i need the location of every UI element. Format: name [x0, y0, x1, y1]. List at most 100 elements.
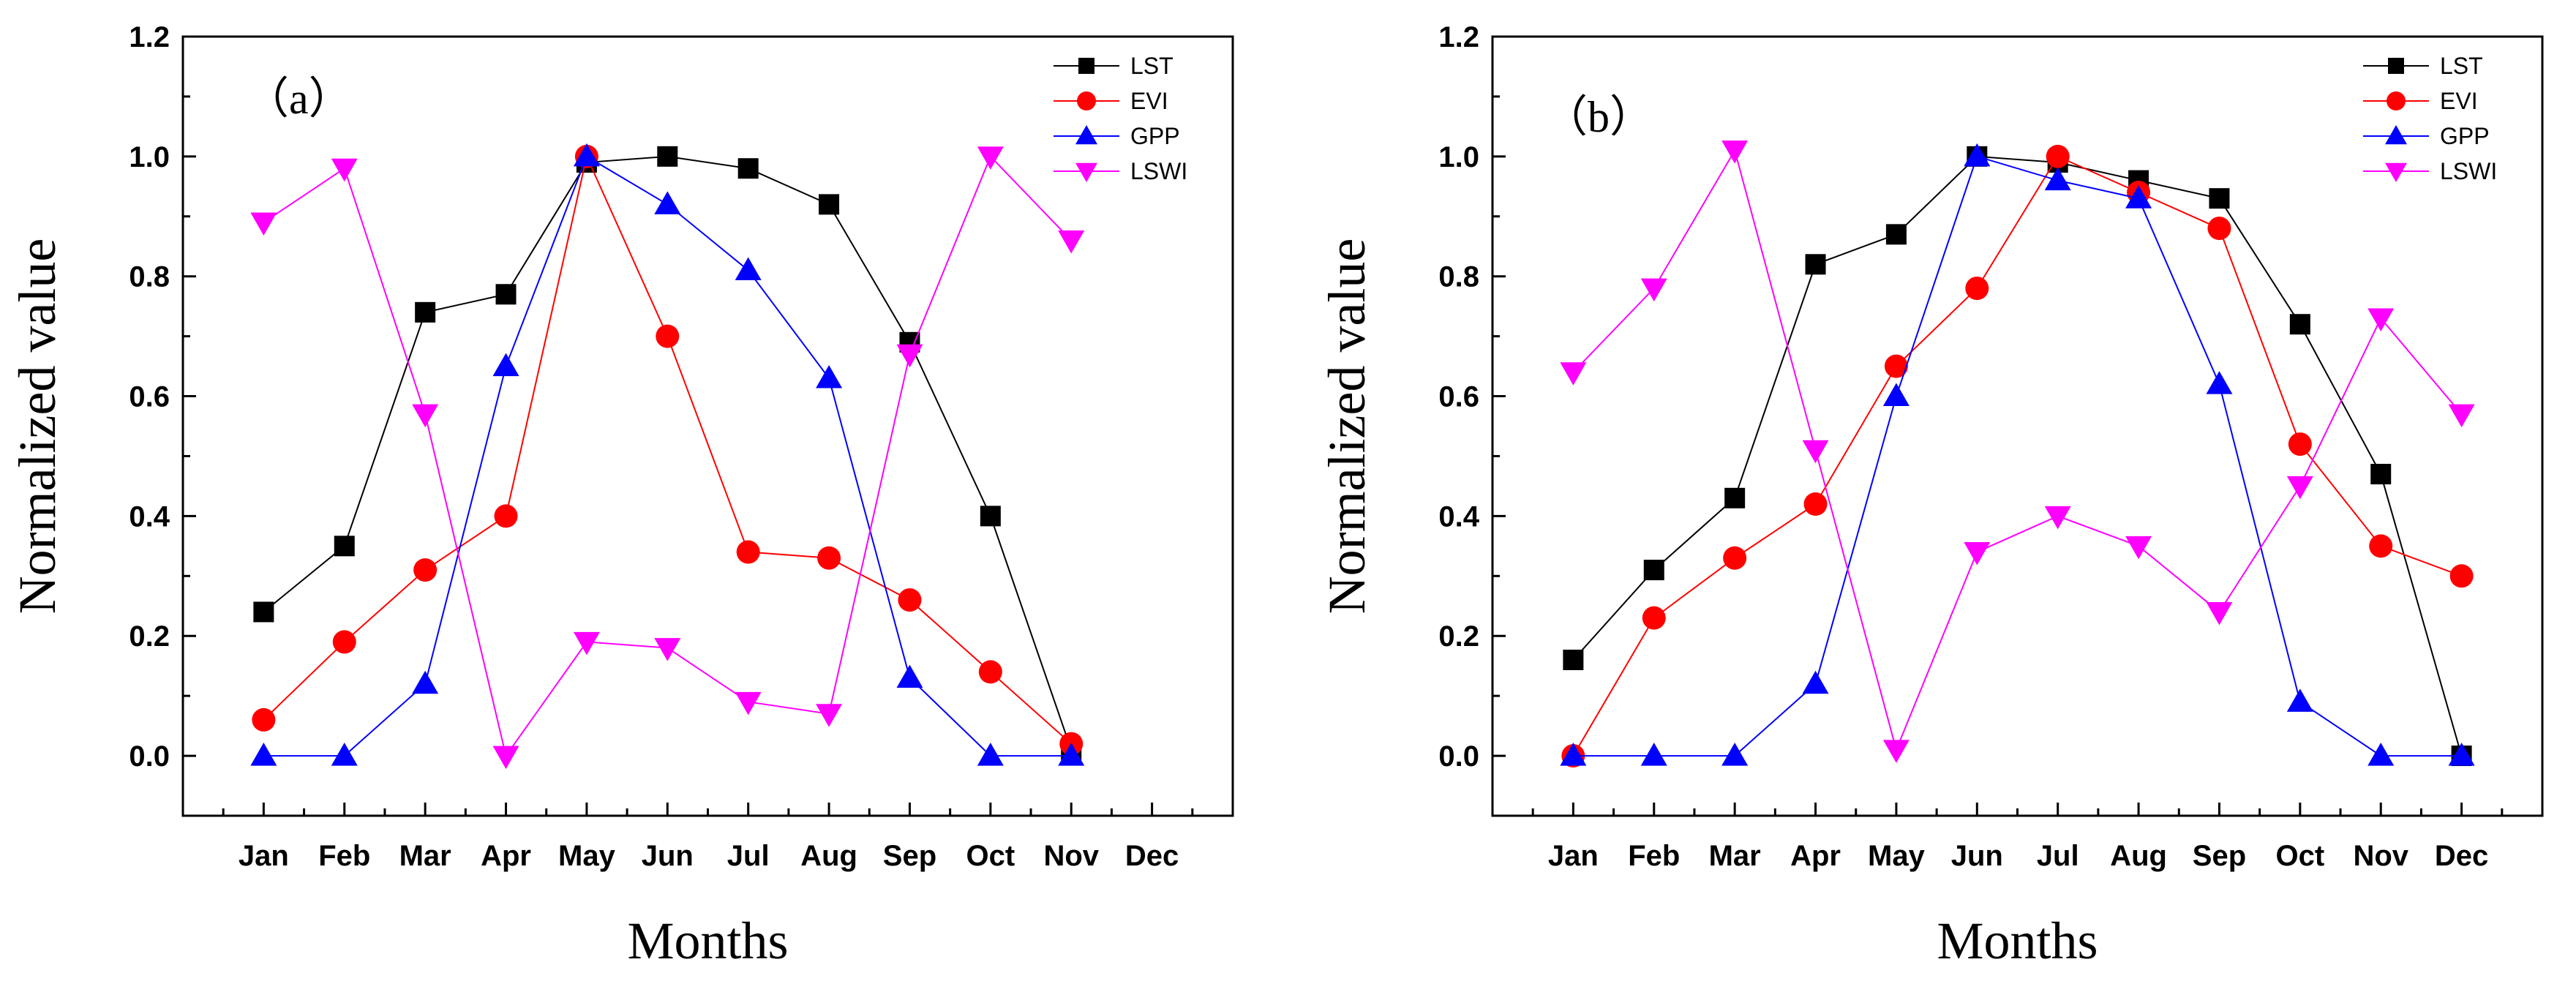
data-point-lswi	[896, 344, 923, 368]
legend: LST EVI GPP LSWI	[1054, 53, 1187, 184]
data-point-evi	[817, 546, 841, 570]
x-tick-label: May	[558, 840, 616, 872]
y-tick-label: 0.4	[1438, 500, 1479, 533]
y-tick-label: 0.0	[1438, 740, 1479, 773]
series-evi	[252, 144, 1084, 756]
y-tick-label: 0.8	[129, 261, 170, 293]
data-point-lswi	[1721, 140, 1749, 164]
data-point-gpp	[492, 353, 519, 377]
plot-frame	[181, 35, 1234, 817]
data-point-gpp	[1640, 743, 1667, 766]
data-point-lst	[980, 506, 1001, 527]
data-point-evi	[736, 540, 760, 564]
plot-frame	[1491, 35, 2544, 817]
data-point-lst	[2209, 188, 2230, 209]
data-point-gpp	[2044, 167, 2071, 191]
series-line-evi	[1572, 155, 2462, 756]
chart-panel-a: 0.0 0.2 0.4 0.6 0.8 1.0 1.2 Jan Feb Mar Apr May Jun J…	[8, 21, 1234, 970]
x-tick-label: Aug	[800, 840, 857, 872]
data-point-evi	[1884, 354, 1908, 378]
y-tick-label: 1.0	[1438, 141, 1479, 173]
data-point-evi	[898, 588, 922, 612]
data-point-lswi	[331, 158, 358, 182]
legend-label-gpp: GPP	[1130, 123, 1180, 149]
data-point-lst	[1805, 254, 1826, 275]
legend-marker-lswi	[1075, 162, 1097, 182]
legend-label-gpp: GPP	[2440, 123, 2490, 149]
data-point-lswi	[816, 704, 843, 727]
series-evi	[1561, 144, 2474, 768]
legend-marker-gpp	[1075, 125, 1097, 145]
legend-label-lswi: LSWI	[2440, 158, 2497, 184]
data-point-gpp	[1802, 670, 1829, 694]
data-point-evi	[978, 660, 1002, 684]
data-point-lswi	[977, 146, 1004, 170]
data-point-gpp	[896, 664, 923, 688]
y-tick-label: 0.4	[129, 500, 170, 533]
data-point-evi	[1803, 492, 1828, 516]
data-point-gpp	[1560, 743, 1587, 766]
data-point-lswi	[735, 691, 762, 716]
data-point-evi	[413, 558, 438, 582]
series-line-gpp	[263, 155, 1072, 757]
x-tick-label: Jan	[1548, 840, 1599, 872]
x-axis-title: Months	[627, 912, 788, 970]
data-point-evi	[1965, 277, 1989, 301]
legend: LST EVI GPP LSWI	[2363, 53, 2497, 184]
legend-marker-evi	[2387, 91, 2406, 110]
data-point-lst	[1563, 650, 1584, 670]
data-point-gpp	[2448, 743, 2475, 766]
data-point-gpp	[2125, 185, 2152, 209]
x-tick-label: Jul	[727, 840, 770, 872]
data-point-lswi	[1802, 440, 1829, 464]
data-point-lst	[2289, 314, 2310, 335]
series-line-gpp	[1573, 155, 2462, 757]
x-tick-label: Dec	[2435, 840, 2488, 872]
data-point-gpp	[1058, 743, 1085, 766]
x-tick-label: Oct	[2276, 840, 2325, 872]
y-tick-label: 0.8	[1438, 261, 1479, 293]
data-point-lswi	[2448, 404, 2475, 428]
series-line-lswi	[1572, 149, 2463, 753]
data-point-lswi	[412, 404, 439, 428]
x-tick-label: May	[1868, 840, 1926, 872]
data-point-lst	[2370, 464, 2392, 485]
series-gpp	[250, 143, 1085, 766]
data-point-lswi	[654, 638, 681, 661]
data-point-evi	[656, 324, 680, 348]
data-point-gpp	[977, 743, 1004, 766]
data-point-lswi	[1640, 278, 1667, 302]
data-point-gpp	[816, 364, 843, 388]
data-point-lswi	[1882, 740, 1910, 763]
data-point-lswi	[1964, 542, 1991, 566]
data-point-gpp	[1964, 143, 1991, 167]
data-point-gpp	[412, 670, 439, 694]
y-tick-label: 0.6	[1438, 381, 1479, 413]
data-point-gpp	[331, 743, 358, 766]
x-tick-label: Jun	[642, 840, 694, 872]
x-tick-label: Oct	[966, 840, 1015, 872]
data-point-lst	[415, 301, 436, 323]
y-tick-label: 0.6	[129, 381, 170, 413]
data-point-gpp	[573, 143, 600, 167]
data-point-lswi	[492, 745, 519, 770]
y-axis-title: Normalized value	[1318, 239, 1376, 615]
y-axis-title: Normalized value	[8, 239, 67, 615]
series-line-lswi	[263, 155, 1072, 758]
x-tick-label: Jun	[1951, 840, 2003, 872]
y-tick-label: 0.2	[129, 620, 170, 653]
x-tick-label: Apr	[481, 840, 531, 872]
x-tick-label: Dec	[1125, 840, 1179, 872]
legend-label-lswi: LSWI	[1130, 158, 1187, 184]
series-lswi	[250, 146, 1085, 770]
x-tick-label: Mar	[399, 840, 451, 872]
data-point-lst	[1885, 224, 1907, 245]
data-point-evi	[494, 504, 518, 528]
data-point-gpp	[250, 743, 277, 766]
data-point-gpp	[2206, 371, 2233, 394]
x-tick-label: Feb	[1628, 840, 1680, 872]
data-point-lswi	[1560, 362, 1587, 386]
legend-marker-lst	[1078, 58, 1094, 74]
data-point-gpp	[1882, 383, 1910, 407]
x-axis-title: Months	[1937, 912, 2098, 970]
